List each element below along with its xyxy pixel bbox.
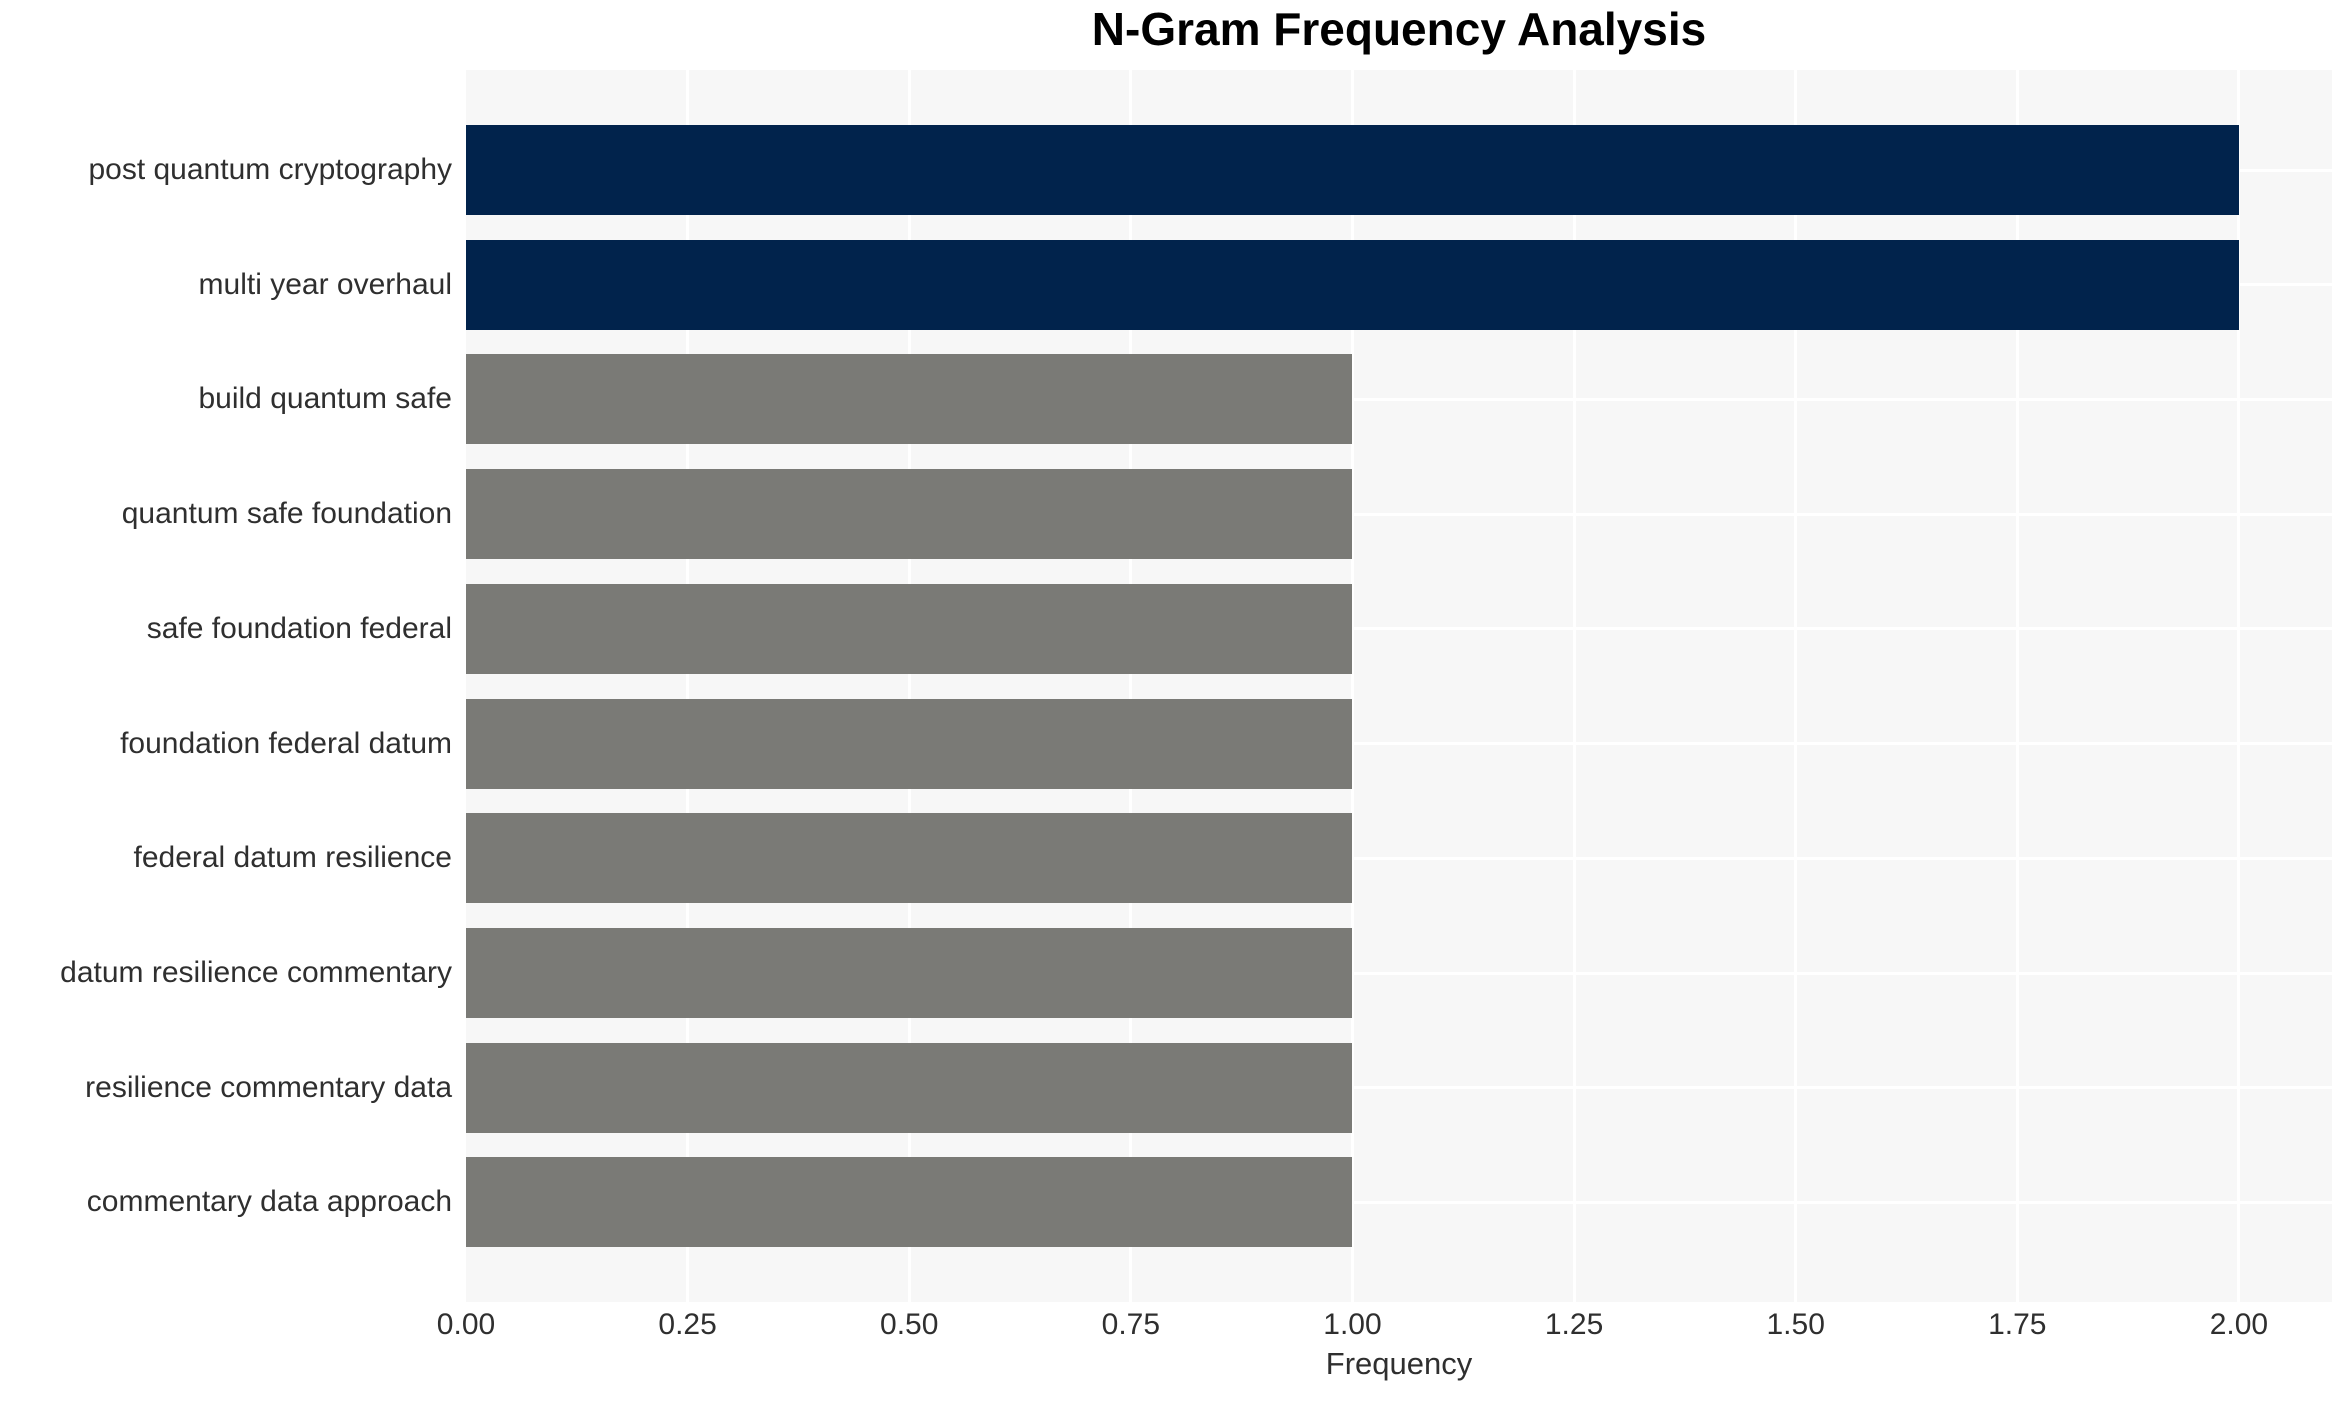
chart-title: N-Gram Frequency Analysis (1091, 3, 1707, 55)
y-tick-label: foundation federal datum (120, 726, 452, 760)
bar-foundation-federal-datum (466, 698, 1353, 789)
gridline-horizontal (466, 397, 2332, 401)
bar-post-quantum-cryptography (466, 125, 2239, 215)
gridline-vertical (686, 70, 690, 1302)
gridline-vertical (2237, 70, 2241, 1302)
plot-area (466, 70, 2332, 1302)
bar-federal-datum-resilience (466, 813, 1353, 904)
gridline-vertical (1794, 70, 1798, 1302)
x-tick-label: 1.25 (1544, 1308, 1604, 1341)
gridline-horizontal (466, 742, 2332, 746)
y-tick-label: build quantum safe (198, 382, 452, 416)
x-tick-label: 2.00 (2209, 1308, 2269, 1341)
bar-resilience-commentary-data (466, 1042, 1353, 1133)
gridline-horizontal (466, 1086, 2332, 1090)
x-tick-label: 1.75 (1988, 1308, 2047, 1341)
bar-quantum-safe-foundation (466, 469, 1353, 560)
y-tick-label: datum resilience commentary (60, 956, 452, 990)
gridline-vertical (907, 70, 911, 1302)
x-tick-label: 0.00 (436, 1308, 496, 1341)
gridline-vertical (1572, 70, 1576, 1302)
gridline-horizontal (466, 1200, 2332, 1204)
gridline-vertical (1350, 70, 1354, 1302)
bar-safe-foundation-federal (466, 583, 1353, 674)
x-tick-label: 0.25 (658, 1308, 717, 1341)
y-tick-label: quantum safe foundation (121, 497, 452, 531)
x-tick-label: 1.50 (1766, 1308, 1825, 1341)
x-tick-label: 0.50 (880, 1308, 939, 1341)
gridline-vertical (2015, 70, 2019, 1302)
x-tick-label: 0.75 (1101, 1308, 1161, 1341)
gridline-horizontal (466, 856, 2332, 860)
gridline-horizontal (466, 971, 2332, 975)
bar-multi-year-overhaul (466, 239, 2239, 330)
gridline-horizontal (466, 512, 2332, 516)
bar-datum-resilience-commentary (466, 928, 1353, 1019)
y-tick-label: commentary data approach (86, 1185, 452, 1219)
bar-commentary-data-approach (466, 1157, 1353, 1248)
gridline-horizontal (466, 627, 2332, 631)
x-tick-label: 1.00 (1323, 1308, 1382, 1341)
y-tick-label: safe foundation federal (146, 611, 452, 645)
x-axis-label: Frequency (1325, 1346, 1473, 1381)
y-tick-label: resilience commentary data (85, 1070, 452, 1104)
bar-build-quantum-safe (466, 354, 1353, 445)
gridline-vertical (1129, 70, 1133, 1302)
y-tick-label: multi year overhaul (198, 267, 452, 301)
y-tick-label: federal datum resilience (133, 841, 452, 875)
y-tick-label: post quantum cryptography (88, 153, 452, 186)
